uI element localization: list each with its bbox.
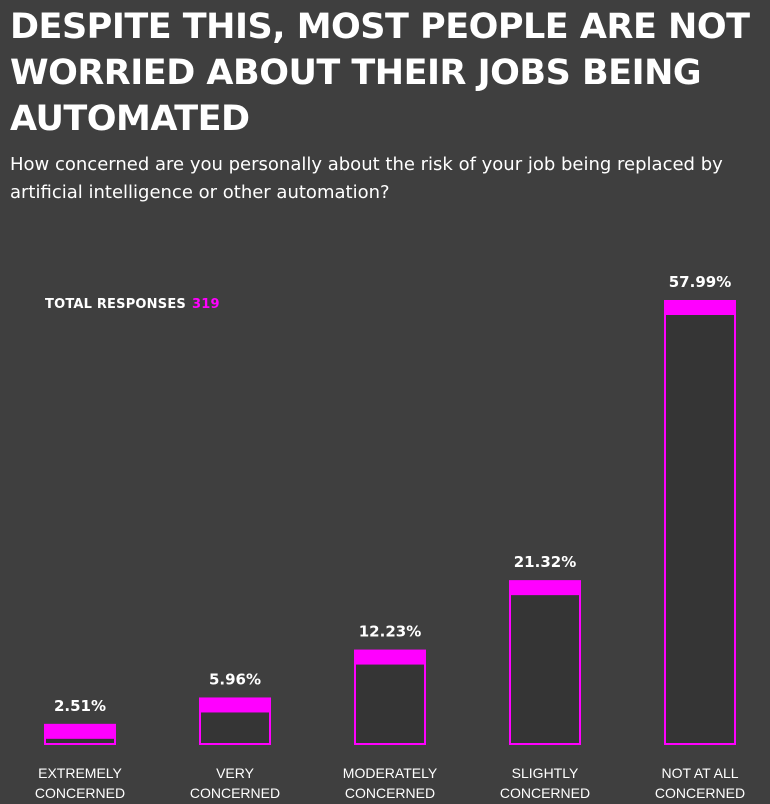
chart-subtitle: How concerned are you personally about t… xyxy=(10,154,723,203)
bar-cap xyxy=(509,581,581,596)
category-label: NOT AT ALL CONCERNED xyxy=(655,765,745,801)
category-label: MODERATELY CONCERNED xyxy=(343,765,438,801)
category-label-line: NOT AT ALL xyxy=(661,765,738,781)
bar-cap xyxy=(199,698,271,713)
data-label: 12.23% xyxy=(359,623,421,641)
bar-cap xyxy=(354,650,426,665)
category-label-line: CONCERNED xyxy=(655,785,745,801)
bar xyxy=(354,649,426,746)
bar-group: 21.32% SLIGHTLY CONCERNED xyxy=(500,553,590,801)
bar-group: 12.23% MODERATELY CONCERNED xyxy=(343,623,438,801)
bar-cap xyxy=(664,301,736,315)
data-label: 57.99% xyxy=(669,273,731,291)
total-responses-value: 319 xyxy=(191,297,220,312)
data-label: 2.51% xyxy=(54,697,106,715)
bar-group: 5.96% VERY CONCERNED xyxy=(190,670,280,801)
category-label: VERY CONCERNED xyxy=(190,765,280,801)
category-label-line: VERY xyxy=(216,765,255,781)
category-label-line: CONCERNED xyxy=(35,785,125,801)
category-label-line: MODERATELY xyxy=(343,765,438,781)
bar xyxy=(664,300,736,745)
bar-cap xyxy=(44,724,116,739)
bar xyxy=(509,580,581,745)
category-label: EXTREMELY CONCERNED xyxy=(35,765,125,801)
total-responses: TOTAL RESPONSES 319 xyxy=(45,297,220,312)
category-label-line: CONCERNED xyxy=(345,785,435,801)
category-label-line: CONCERNED xyxy=(500,785,590,801)
data-label: 21.32% xyxy=(514,553,576,571)
total-responses-label: TOTAL RESPONSES xyxy=(45,297,186,312)
data-label: 5.96% xyxy=(209,670,261,688)
category-label-line: SLIGHTLY xyxy=(512,765,579,781)
category-label: SLIGHTLY CONCERNED xyxy=(500,765,590,801)
category-label-line: EXTREMELY xyxy=(38,765,122,781)
category-label-line: CONCERNED xyxy=(190,785,280,801)
page-title: DESPITE THIS, MOST PEOPLE ARE NOT WORRIE… xyxy=(10,7,750,139)
bar-group: 57.99% NOT AT ALL CONCERNED xyxy=(655,273,745,801)
bar-group: 2.51% EXTREMELY CONCERNED xyxy=(35,697,125,801)
